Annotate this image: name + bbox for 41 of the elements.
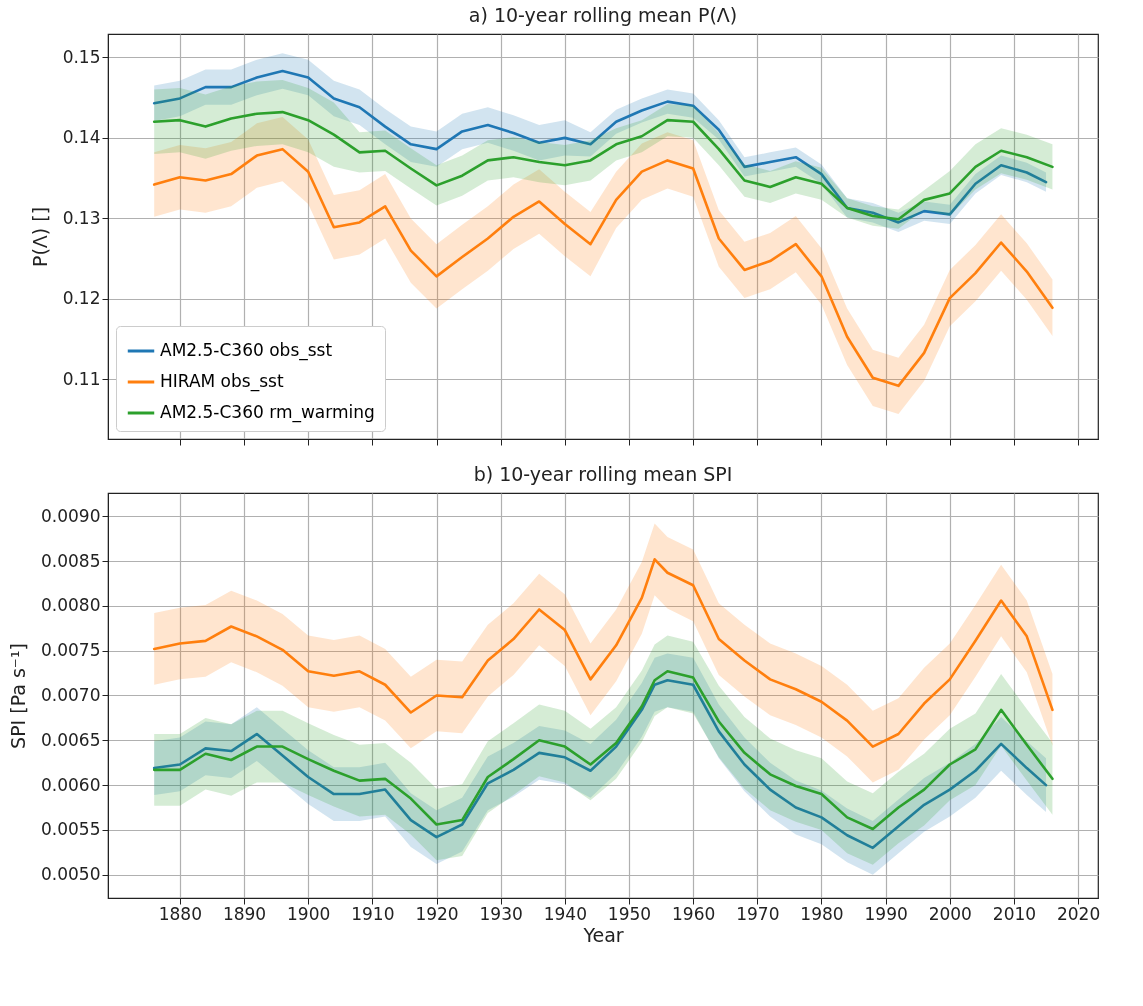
- y-tick-label: 0.0065: [41, 729, 101, 750]
- legend-label: AM2.5-C360 rm_warming: [160, 402, 375, 423]
- x-tick-label: 1950: [607, 903, 652, 924]
- x-tick-label: 1920: [415, 903, 459, 924]
- x-tick-label: 1910: [351, 903, 395, 924]
- y-tick-label: 0.14: [62, 127, 101, 148]
- legend-label: AM2.5-C360 obs_sst: [160, 340, 333, 361]
- line-series: [152, 670, 1054, 831]
- x-tick-label: 1970: [736, 903, 780, 924]
- x-tick-label: 1880: [158, 903, 202, 924]
- x-tick-label: 1900: [287, 903, 331, 924]
- line-series: [152, 678, 1048, 850]
- x-tick-label: 1980: [800, 903, 844, 924]
- y-tick-label: 0.11: [62, 368, 101, 389]
- y-tick-label: 0.0070: [41, 685, 101, 705]
- chart-title: b) 10-year rolling mean SPI: [473, 463, 733, 485]
- y-tick-label: 0.15: [62, 46, 101, 67]
- x-tick-label: 1930: [479, 903, 523, 924]
- y-axis-title: P(Λ) []: [28, 206, 51, 268]
- y-tick-label: 0.0085: [41, 550, 101, 571]
- y-tick-label: 0.0050: [41, 864, 101, 885]
- y-tick-label: 0.0090: [41, 505, 101, 526]
- x-axis-title: Year: [582, 923, 624, 946]
- y-tick-label: 0.12: [62, 288, 101, 309]
- x-tick-label: 1890: [222, 903, 267, 924]
- y-tick-label: 0.0080: [41, 595, 101, 616]
- chart-title: a) 10-year rolling mean P(Λ): [468, 4, 738, 26]
- x-tick-label: 2010: [992, 903, 1037, 924]
- y-tick-label: 0.13: [62, 207, 101, 228]
- x-tick-label: 1990: [864, 903, 908, 924]
- x-tick-label: 2000: [928, 903, 972, 924]
- x-tick-label: 1960: [672, 903, 716, 924]
- legend-label: HIRAM obs_sst: [160, 371, 284, 392]
- x-tick-label: 2020: [1056, 903, 1101, 924]
- y-axis-title: SPI [Pa s⁻¹]: [7, 643, 30, 749]
- x-tick-label: 1940: [543, 903, 587, 924]
- y-tick-label: 0.0055: [41, 819, 101, 840]
- line-series: [152, 110, 1054, 221]
- line-series: [152, 558, 1054, 748]
- y-tick-label: 0.0060: [41, 774, 101, 795]
- y-tick-label: 0.0075: [41, 640, 101, 661]
